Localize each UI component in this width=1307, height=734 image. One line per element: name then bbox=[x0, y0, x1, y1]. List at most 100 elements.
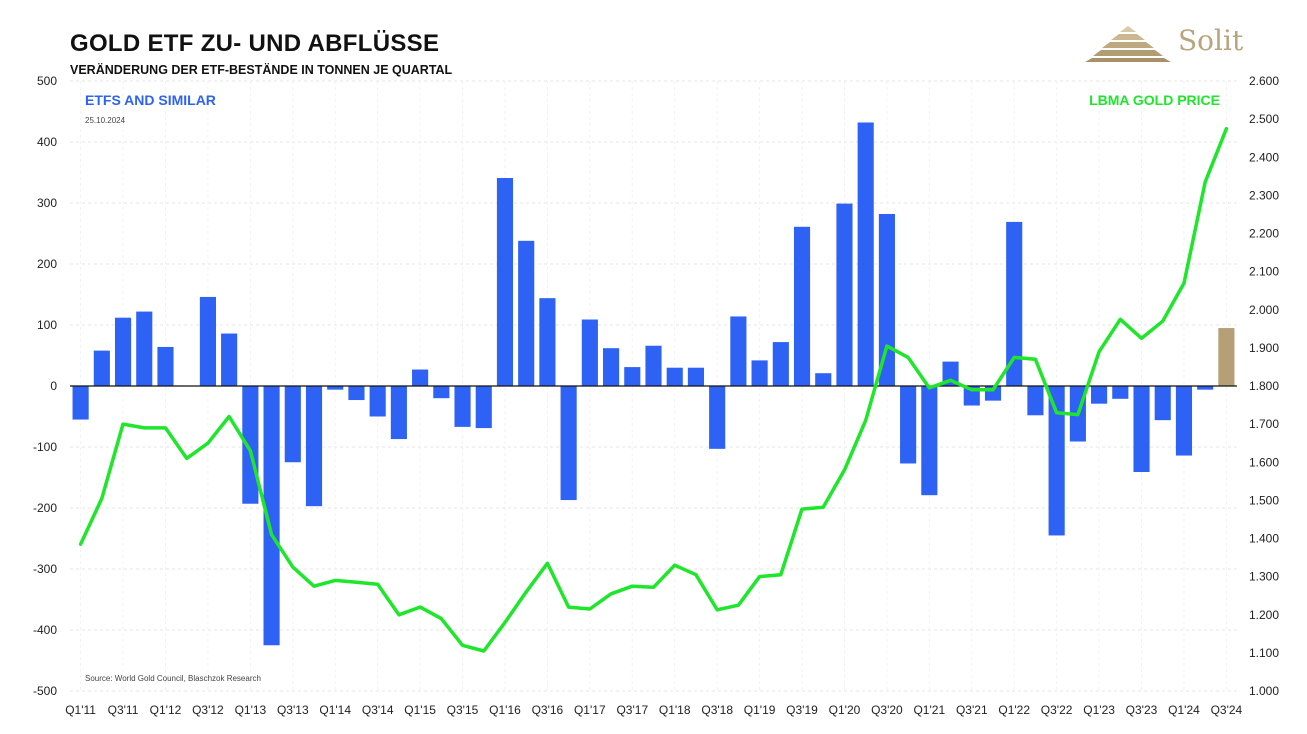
x-tick-label: Q3'11 bbox=[108, 703, 139, 717]
x-tick-label: Q3'14 bbox=[362, 703, 394, 717]
y-left-tick-label: 400 bbox=[37, 135, 57, 149]
x-tick-label: Q3'19 bbox=[786, 703, 818, 717]
y-left-tick-label: -100 bbox=[33, 440, 57, 454]
y-left-tick-label: 500 bbox=[37, 74, 57, 88]
etf-bar-Q4'14 bbox=[390, 386, 407, 440]
x-tick-label: Q1'16 bbox=[489, 703, 521, 717]
etf-bars bbox=[72, 122, 1235, 646]
etf-bar-Q1'18 bbox=[666, 367, 683, 386]
etf-bar-Q4'19 bbox=[815, 373, 832, 386]
etf-bar-Q2'20 bbox=[857, 122, 874, 386]
x-tick-label: Q1'19 bbox=[744, 703, 776, 717]
etf-bar-Q2'15 bbox=[433, 386, 450, 399]
y-right-tick-label: 1.000 bbox=[1249, 684, 1279, 698]
etf-bar-Q3'11 bbox=[114, 317, 132, 386]
etf-bar-Q3'24 bbox=[1218, 328, 1235, 386]
etf-bar-Q2'16 bbox=[518, 240, 535, 386]
x-tick-label: Q1'24 bbox=[1168, 703, 1200, 717]
etf-bar-Q4'13 bbox=[305, 386, 323, 507]
x-tick-label: Q1'17 bbox=[574, 703, 606, 717]
x-tick-label: Q3'12 bbox=[192, 703, 224, 717]
y-right-tick-label: 1.900 bbox=[1249, 341, 1279, 355]
etf-bar-Q2'17 bbox=[603, 348, 620, 386]
y-right-tick-label: 1.400 bbox=[1249, 532, 1279, 546]
solit-logo: Solit bbox=[1085, 22, 1245, 66]
y-left-tick-label: -400 bbox=[33, 623, 57, 637]
etf-bar-Q2'14 bbox=[348, 386, 365, 401]
etf-bar-Q2'19 bbox=[772, 342, 789, 386]
etf-bar-Q2'11 bbox=[93, 350, 110, 386]
etf-bar-Q3'19 bbox=[793, 226, 811, 386]
y-left-tick-label: 100 bbox=[37, 318, 57, 332]
source-note: Source: World Gold Council, Blaschzok Re… bbox=[85, 674, 261, 683]
x-tick-label: Q1'15 bbox=[404, 703, 436, 717]
etf-bar-Q1'12 bbox=[157, 346, 174, 386]
etf-bar-Q3'20 bbox=[878, 213, 895, 386]
etf-bar-Q3'15 bbox=[454, 386, 471, 427]
x-tick-label: Q1'22 bbox=[998, 703, 1030, 717]
pyramid-logo-icon bbox=[1085, 26, 1171, 62]
x-tick-label: Q3'16 bbox=[532, 703, 564, 717]
x-tick-label: Q1'23 bbox=[1083, 703, 1115, 717]
etf-bar-Q3'13 bbox=[284, 386, 301, 463]
etf-bar-Q1'11 bbox=[72, 386, 89, 420]
y-right-tick-label: 2.000 bbox=[1249, 303, 1279, 317]
gold-price-line bbox=[78, 126, 1229, 653]
etf-bar-Q1'17 bbox=[581, 319, 598, 386]
x-tick-label: Q3'21 bbox=[956, 703, 988, 717]
etf-bar-Q1'22 bbox=[1006, 221, 1023, 386]
x-tick-label: Q1'13 bbox=[235, 703, 267, 717]
y-right-tick-label: 2.400 bbox=[1249, 150, 1279, 164]
gold-price-line-group bbox=[78, 126, 1229, 653]
y-left-tick-label: -300 bbox=[33, 562, 57, 576]
x-tick-label: Q3'17 bbox=[616, 703, 648, 717]
etf-bar-Q4'16 bbox=[560, 386, 577, 501]
etf-bar-Q3'22 bbox=[1048, 386, 1065, 536]
x-tick-label: Q1'21 bbox=[913, 703, 945, 717]
etf-bar-Q4'15 bbox=[475, 386, 492, 429]
y-right-tick-label: 1.500 bbox=[1249, 493, 1279, 507]
left-series-label: ETFS AND SIMILAR bbox=[85, 92, 216, 108]
x-tick-label: Q1'14 bbox=[319, 703, 351, 717]
chart-subtitle: VERÄNDERUNG DER ETF-BESTÄNDE IN TONNEN J… bbox=[70, 63, 453, 77]
x-tick-label: Q3'23 bbox=[1126, 703, 1158, 717]
y-right-tick-label: 2.500 bbox=[1249, 112, 1279, 126]
etf-bar-Q4'20 bbox=[900, 386, 917, 464]
etf-bar-Q1'23 bbox=[1091, 386, 1108, 404]
x-tick-label: Q3'22 bbox=[1041, 703, 1073, 717]
etf-bar-Q3'16 bbox=[539, 298, 556, 386]
right-series-label: LBMA GOLD PRICE bbox=[1089, 92, 1220, 108]
right-axis-ticks: 1.000 1.100 1.200 1.300 1.400 1.500 1.600 1.700… bbox=[1249, 74, 1279, 698]
etf-bar-Q2'22 bbox=[1027, 386, 1044, 416]
x-tick-label: Q3'20 bbox=[871, 703, 903, 717]
etf-bar-Q1'19 bbox=[751, 360, 768, 386]
y-right-tick-label: 2.100 bbox=[1249, 265, 1279, 279]
y-right-tick-label: 2.200 bbox=[1249, 227, 1279, 241]
y-left-tick-label: 0 bbox=[50, 379, 57, 393]
y-right-tick-label: 1.800 bbox=[1249, 379, 1279, 393]
y-left-tick-label: 200 bbox=[37, 257, 57, 271]
y-left-tick-label: 300 bbox=[37, 196, 57, 210]
etf-bar-Q3'17 bbox=[624, 367, 641, 386]
etf-bar-Q2'24 bbox=[1197, 386, 1214, 390]
y-right-tick-label: 1.100 bbox=[1249, 646, 1279, 660]
chart-date: 25.10.2024 bbox=[85, 116, 126, 125]
etf-bar-Q4'12 bbox=[221, 333, 238, 386]
etf-bar-Q1'13 bbox=[242, 386, 259, 504]
x-tick-label: Q3'18 bbox=[701, 703, 733, 717]
x-axis-ticks: Q1'11 Q3'11 Q1'12 Q3'12 Q1'13 Q3'13 Q1'14 Q3'14… bbox=[65, 703, 1242, 717]
etf-bar-Q1'15 bbox=[412, 369, 429, 386]
x-tick-label: Q1'20 bbox=[829, 703, 861, 717]
y-right-tick-label: 1.600 bbox=[1249, 455, 1279, 469]
etf-bar-Q3'14 bbox=[369, 386, 386, 417]
etf-bar-Q2'18 bbox=[687, 367, 704, 386]
x-tick-label: Q3'15 bbox=[447, 703, 479, 717]
etf-bar-Q2'13 bbox=[263, 386, 280, 646]
y-left-tick-label: -200 bbox=[33, 501, 57, 515]
left-axis-ticks: -500 -400 -300 -200 -100 0 100 200 300 400 500 bbox=[33, 74, 57, 698]
etf-bar-Q1'24 bbox=[1175, 386, 1193, 456]
etf-bar-Q3'23 bbox=[1133, 386, 1150, 473]
etf-bar-Q1'16 bbox=[496, 177, 514, 386]
etf-bar-Q4'23 bbox=[1154, 386, 1171, 421]
